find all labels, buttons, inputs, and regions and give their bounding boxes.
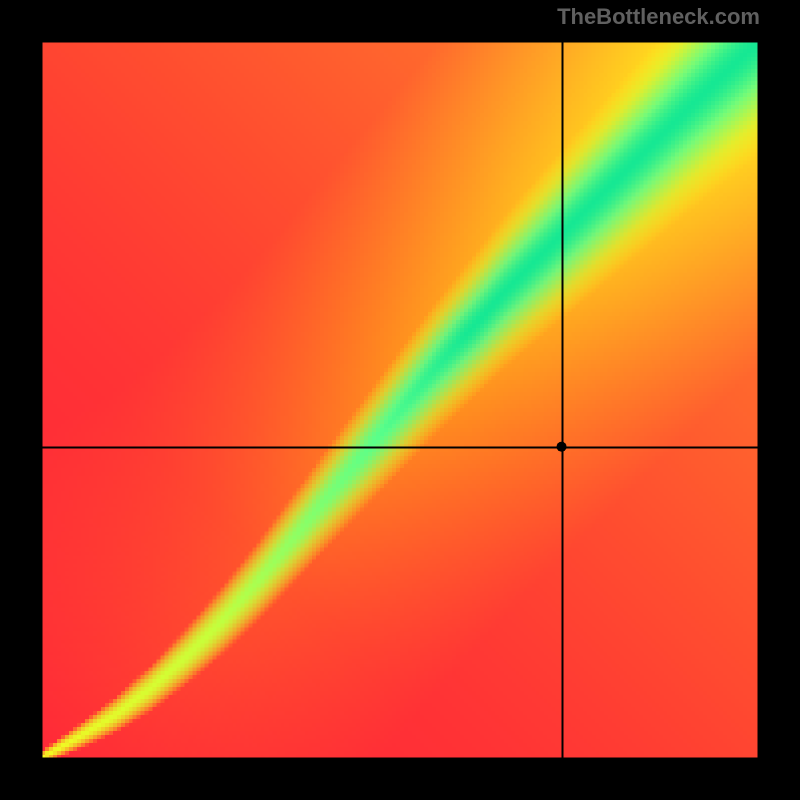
chart-container: TheBottleneck.com [0,0,800,800]
overlay-canvas [0,0,800,800]
watermark-text: TheBottleneck.com [557,4,760,30]
